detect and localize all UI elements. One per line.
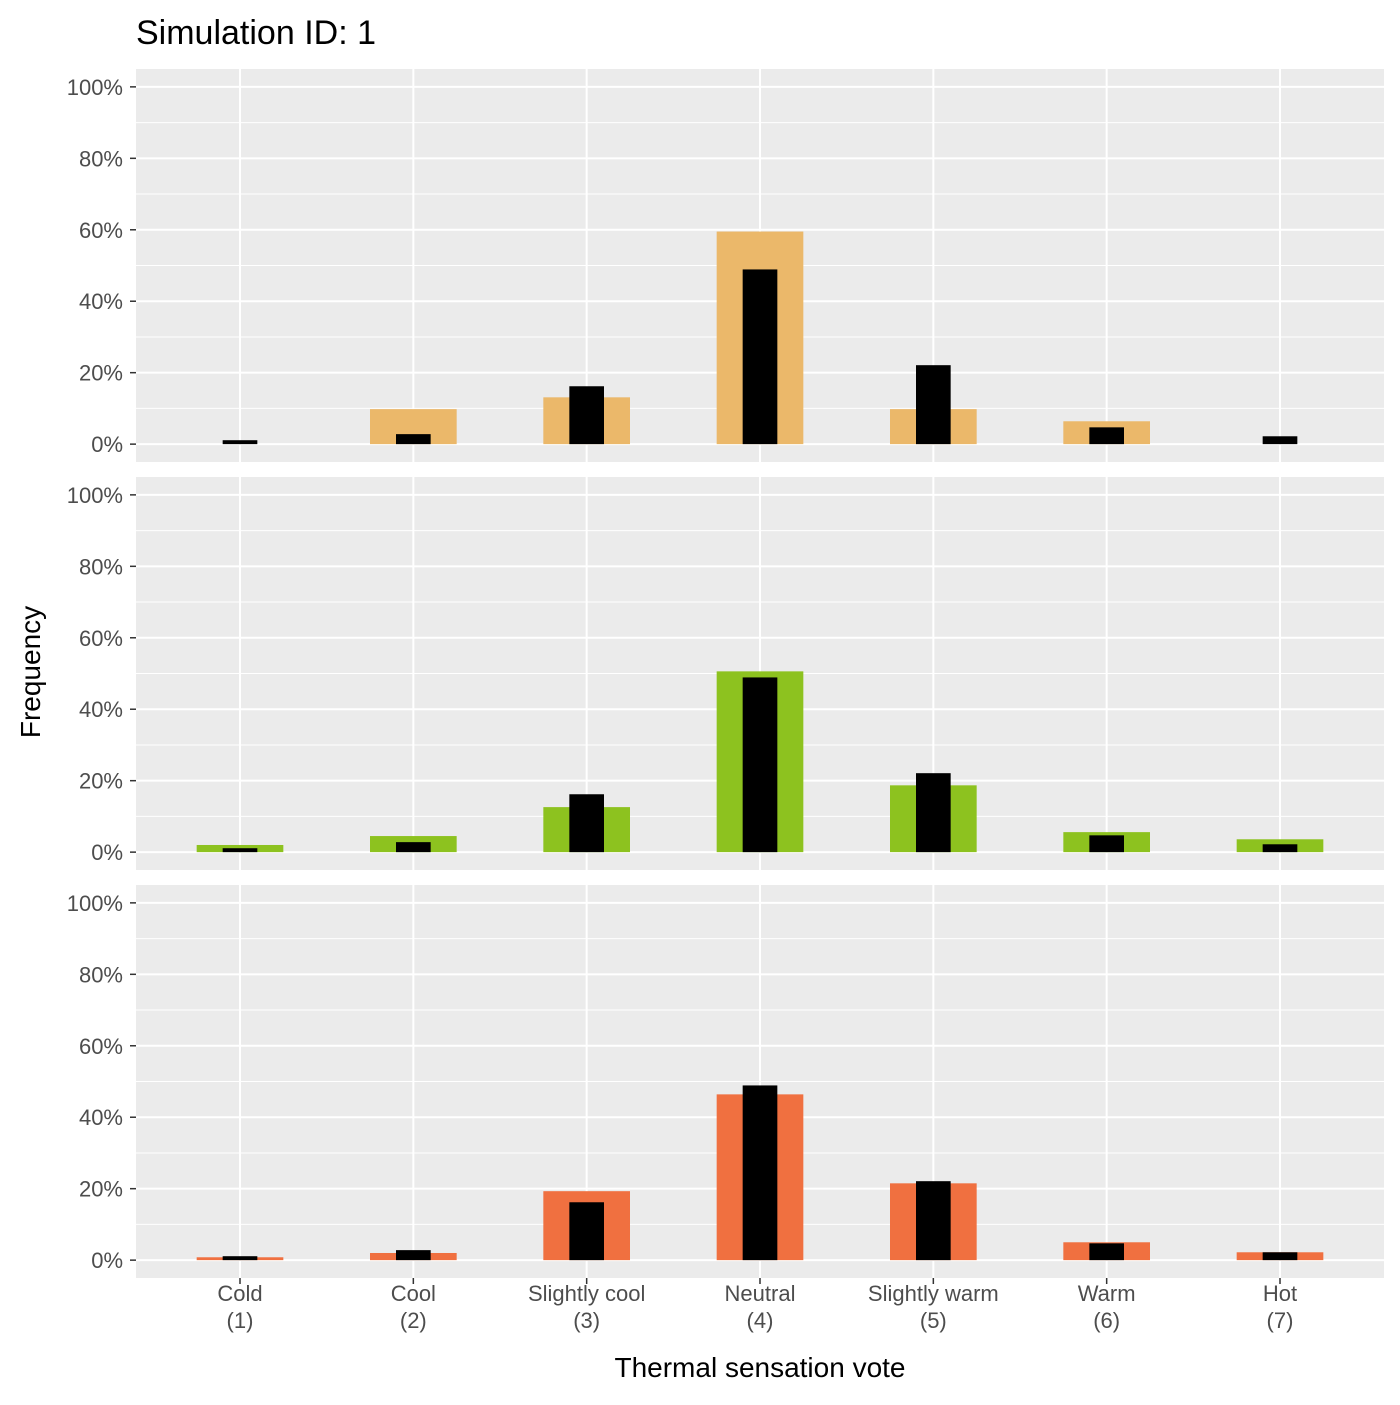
reference-bar-neutral — [742, 677, 778, 853]
y-tick-label: 80% — [79, 554, 123, 579]
x-tick-label: Neutral — [725, 1281, 796, 1306]
reference-bar-slightly-cool — [569, 794, 604, 853]
x-tick-code: (7) — [1267, 1308, 1294, 1333]
y-tick-label: 80% — [79, 146, 123, 171]
x-axis-label: Thermal sensation vote — [614, 1352, 905, 1383]
reference-bar-cold — [222, 440, 258, 445]
x-tick-label: Cold — [217, 1281, 262, 1306]
reference-bar-slightly-warm — [916, 1181, 951, 1261]
y-tick-label: 0% — [91, 432, 123, 457]
chart-title: Simulation ID: 1 — [136, 14, 376, 52]
y-tick-label: 60% — [79, 1034, 123, 1059]
reference-bar-neutral — [742, 1085, 778, 1261]
x-tick-code: (1) — [227, 1308, 254, 1333]
reference-bar-neutral — [742, 269, 778, 445]
y-tick-label: 100% — [67, 483, 123, 508]
panel-2: 0% 20% 40% 60% 80% 100% — [67, 477, 1384, 870]
y-tick-label: 100% — [67, 75, 123, 100]
reference-bar-cool — [396, 842, 431, 853]
y-tick-label: 20% — [79, 769, 123, 794]
y-tick-label: 20% — [79, 1177, 123, 1202]
reference-bar-hot — [1262, 844, 1298, 853]
y-tick-label: 0% — [91, 1248, 123, 1273]
x-tick-label: Slightly warm — [868, 1281, 999, 1306]
reference-bar-cold — [222, 1256, 258, 1261]
y-tick-label: 60% — [79, 218, 123, 243]
reference-bar-slightly-warm — [916, 365, 951, 445]
y-tick-label: 100% — [67, 891, 123, 916]
reference-bar-hot — [1262, 1252, 1298, 1261]
x-tick-code: (5) — [920, 1308, 947, 1333]
reference-bar-hot — [1262, 436, 1298, 445]
reference-bar-warm — [1089, 427, 1124, 445]
panel-3: 0% 20% 40% 60% 80% 100% — [67, 885, 1384, 1278]
y-axis-label: Frequency — [15, 606, 46, 738]
y-tick-label: 80% — [79, 962, 123, 987]
panel-1: 0% 20% 40% 60% 80% 100% — [67, 69, 1384, 462]
y-tick-label: 40% — [79, 1105, 123, 1130]
y-tick-label: 40% — [79, 289, 123, 314]
reference-bar-warm — [1089, 835, 1124, 853]
y-tick-label: 0% — [91, 840, 123, 865]
y-tick-label: 60% — [79, 626, 123, 651]
reference-bar-cool — [396, 434, 431, 445]
x-tick-label: Warm — [1078, 1281, 1136, 1306]
reference-bar-cold — [222, 848, 258, 853]
x-tick-label: Hot — [1263, 1281, 1297, 1306]
reference-bar-cool — [396, 1250, 431, 1261]
reference-bar-slightly-warm — [916, 773, 951, 853]
x-tick-label: Cool — [391, 1281, 436, 1306]
y-tick-label: 40% — [79, 697, 123, 722]
x-tick-label: Slightly cool — [528, 1281, 645, 1306]
reference-bar-warm — [1089, 1243, 1124, 1261]
x-tick-code: (6) — [1093, 1308, 1120, 1333]
y-tick-label: 20% — [79, 361, 123, 386]
x-tick-code: (2) — [400, 1308, 427, 1333]
reference-bar-slightly-cool — [569, 1202, 604, 1261]
x-tick-code: (4) — [747, 1308, 774, 1333]
reference-bar-slightly-cool — [569, 386, 604, 445]
x-tick-code: (3) — [573, 1308, 600, 1333]
